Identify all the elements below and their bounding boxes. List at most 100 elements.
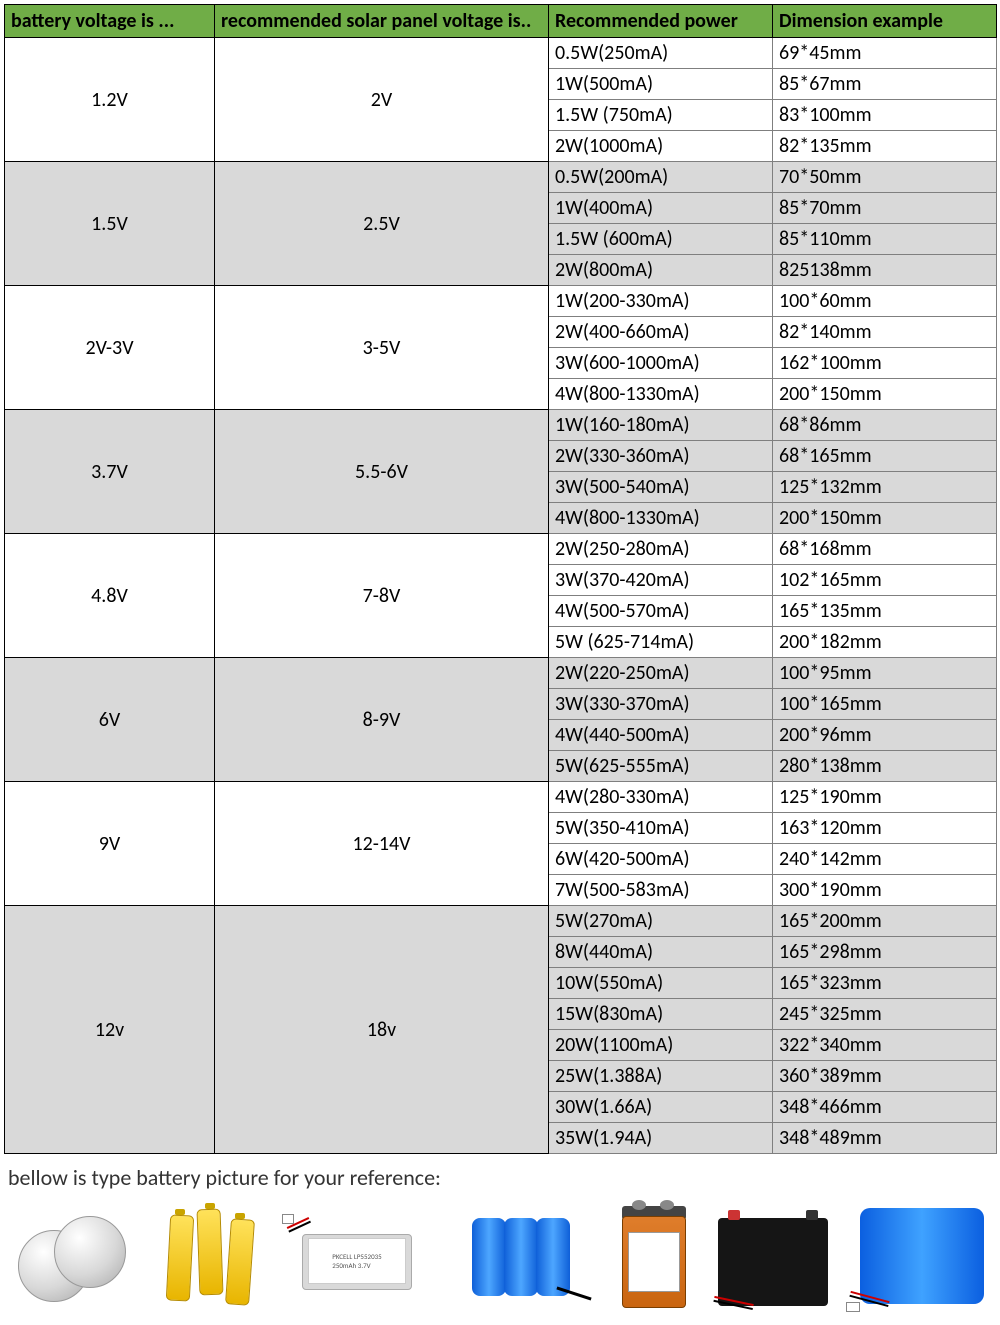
col-header-panel: recommended solar panel voltage is..	[215, 5, 549, 38]
panel-voltage-cell: 12-14V	[215, 782, 549, 906]
power-cell: 15W(830mA)	[549, 999, 773, 1030]
col-header-dim: Dimension example	[773, 5, 997, 38]
dimension-cell: 70*50mm	[773, 162, 997, 193]
power-cell: 8W(440mA)	[549, 937, 773, 968]
dimension-cell: 245*325mm	[773, 999, 997, 1030]
col-header-battery: battery voltage is ...	[5, 5, 215, 38]
dimension-cell: 165*135mm	[773, 596, 997, 627]
power-cell: 4W(500-570mA)	[549, 596, 773, 627]
power-cell: 4W(800-1330mA)	[549, 379, 773, 410]
panel-voltage-cell: 8-9V	[215, 658, 549, 782]
table-row: 2V-3V3-5V1W(200-330mA)100*60mm	[5, 286, 997, 317]
power-cell: 4W(280-330mA)	[549, 782, 773, 813]
battery-voltage-cell: 4.8V	[5, 534, 215, 658]
nine-volt-battery-icon	[612, 1202, 696, 1310]
dimension-cell: 200*150mm	[773, 503, 997, 534]
dimension-cell: 85*67mm	[773, 69, 997, 100]
power-cell: 7W(500-583mA)	[549, 875, 773, 906]
battery-voltage-cell: 12v	[5, 906, 215, 1154]
power-cell: 2W(800mA)	[549, 255, 773, 286]
dimension-cell: 102*165mm	[773, 565, 997, 596]
dimension-cell: 300*190mm	[773, 875, 997, 906]
power-cell: 10W(550mA)	[549, 968, 773, 999]
table-row: 4.8V7-8V2W(250-280mA)68*168mm	[5, 534, 997, 565]
battery-voltage-cell: 3.7V	[5, 410, 215, 534]
power-cell: 0.5W(200mA)	[549, 162, 773, 193]
power-cell: 1W(200-330mA)	[549, 286, 773, 317]
dimension-cell: 68*168mm	[773, 534, 997, 565]
power-cell: 3W(500-540mA)	[549, 472, 773, 503]
dimension-cell: 165*298mm	[773, 937, 997, 968]
power-cell: 1W(400mA)	[549, 193, 773, 224]
battery-voltage-cell: 2V-3V	[5, 286, 215, 410]
power-cell: 3W(330-370mA)	[549, 689, 773, 720]
dimension-cell: 200*96mm	[773, 720, 997, 751]
dimension-cell: 100*165mm	[773, 689, 997, 720]
power-cell: 2W(330-360mA)	[549, 441, 773, 472]
dimension-cell: 85*110mm	[773, 224, 997, 255]
dimension-cell: 162*100mm	[773, 348, 997, 379]
panel-voltage-cell: 18v	[215, 906, 549, 1154]
col-header-power: Recommended power	[549, 5, 773, 38]
battery-caption: bellow is type battery picture for your …	[8, 1164, 992, 1191]
dimension-cell: 360*389mm	[773, 1061, 997, 1092]
table-row: 12v18v5W(270mA)165*200mm	[5, 906, 997, 937]
dimension-cell: 85*70mm	[773, 193, 997, 224]
power-cell: 30W(1.66A)	[549, 1092, 773, 1123]
dimension-cell: 82*140mm	[773, 317, 997, 348]
dimension-cell: 163*120mm	[773, 813, 997, 844]
power-cell: 4W(800-1330mA)	[549, 503, 773, 534]
battery-voltage-cell: 1.2V	[5, 38, 215, 162]
table-row: 1.5V2.5V0.5W(200mA)70*50mm	[5, 162, 997, 193]
table-row: 1.2V2V0.5W(250mA)69*45mm	[5, 38, 997, 69]
dimension-cell: 125*132mm	[773, 472, 997, 503]
power-cell: 5W(350-410mA)	[549, 813, 773, 844]
aa-battery-icon	[150, 1201, 270, 1311]
power-cell: 5W(270mA)	[549, 906, 773, 937]
dimension-cell: 200*182mm	[773, 627, 997, 658]
table-row: 3.7V5.5-6V1W(160-180mA)68*86mm	[5, 410, 997, 441]
battery-voltage-cell: 1.5V	[5, 162, 215, 286]
power-cell: 4W(440-500mA)	[549, 720, 773, 751]
dimension-cell: 69*45mm	[773, 38, 997, 69]
battery-voltage-cell: 6V	[5, 658, 215, 782]
table-header-row: battery voltage is ... recommended solar…	[5, 5, 997, 38]
power-cell: 3W(370-420mA)	[549, 565, 773, 596]
panel-voltage-cell: 2V	[215, 38, 549, 162]
dimension-cell: 348*489mm	[773, 1123, 997, 1154]
dimension-cell: 825138mm	[773, 255, 997, 286]
lithium-pack-icon	[850, 1202, 994, 1310]
dimension-cell: 165*200mm	[773, 906, 997, 937]
dimension-cell: 240*142mm	[773, 844, 997, 875]
power-cell: 5W (625-714mA)	[549, 627, 773, 658]
power-cell: 2W(400-660mA)	[549, 317, 773, 348]
dimension-cell: 200*150mm	[773, 379, 997, 410]
power-cell: 1W(160-180mA)	[549, 410, 773, 441]
lipo-battery-icon: PKCELL LP552035250mAh 3.7V	[284, 1208, 434, 1304]
cylindrical-pack-icon	[448, 1208, 598, 1304]
dimension-cell: 100*60mm	[773, 286, 997, 317]
power-cell: 3W(600-1000mA)	[549, 348, 773, 379]
power-cell: 25W(1.388A)	[549, 1061, 773, 1092]
power-cell: 5W(625-555mA)	[549, 751, 773, 782]
power-cell: 1.5W (600mA)	[549, 224, 773, 255]
dimension-cell: 68*165mm	[773, 441, 997, 472]
table-row: 9V12-14V4W(280-330mA)125*190mm	[5, 782, 997, 813]
panel-voltage-cell: 2.5V	[215, 162, 549, 286]
dimension-cell: 125*190mm	[773, 782, 997, 813]
dimension-cell: 348*466mm	[773, 1092, 997, 1123]
power-cell: 20W(1100mA)	[549, 1030, 773, 1061]
power-cell: 35W(1.94A)	[549, 1123, 773, 1154]
power-cell: 1W(500mA)	[549, 69, 773, 100]
dimension-cell: 322*340mm	[773, 1030, 997, 1061]
coin-cell-battery-icon	[8, 1208, 136, 1304]
solar-battery-table: battery voltage is ... recommended solar…	[4, 4, 997, 1154]
dimension-cell: 82*135mm	[773, 131, 997, 162]
battery-image-row: PKCELL LP552035250mAh 3.7V	[4, 1197, 996, 1321]
power-cell: 2W(1000mA)	[549, 131, 773, 162]
power-cell: 6W(420-500mA)	[549, 844, 773, 875]
dimension-cell: 280*138mm	[773, 751, 997, 782]
power-cell: 2W(220-250mA)	[549, 658, 773, 689]
power-cell: 0.5W(250mA)	[549, 38, 773, 69]
dimension-cell: 68*86mm	[773, 410, 997, 441]
